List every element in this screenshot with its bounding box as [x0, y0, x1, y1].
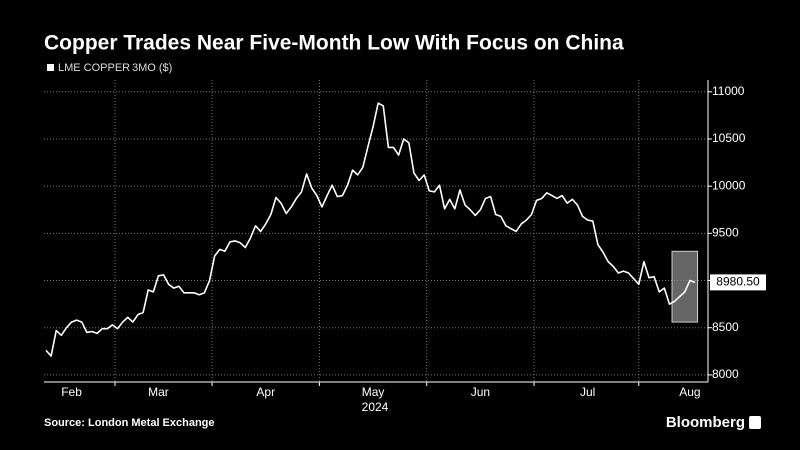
- y-tick-label: 10500: [712, 131, 746, 145]
- x-tick-label: Mar: [148, 385, 169, 399]
- unit-label: 3MO ($): [132, 62, 172, 74]
- brand: Bloomberg: [666, 414, 745, 431]
- last-value-label: 8980.50: [716, 275, 760, 289]
- x-tick-label: Aug: [679, 385, 700, 399]
- x-tick-label: Jun: [471, 385, 490, 399]
- chart-title: Copper Trades Near Five-Month Low With F…: [44, 32, 624, 55]
- y-tick-label: 9500: [712, 226, 739, 240]
- y-tick-label: 8500: [712, 320, 739, 334]
- x-tick-label: Feb: [61, 385, 82, 399]
- y-tick-label: 10000: [712, 178, 746, 192]
- price-line: [45, 102, 696, 357]
- last-value-box: [710, 274, 766, 291]
- legend-label: LME COPPER: [58, 62, 130, 74]
- x-tick-label: May: [362, 385, 385, 399]
- x-tick-label: Jul: [580, 385, 595, 399]
- x-tick-label: Apr: [256, 385, 275, 399]
- highlight-box: [671, 250, 699, 323]
- brand-icon: [749, 416, 761, 429]
- year-label: 2024: [362, 400, 389, 414]
- source: Source: London Metal Exchange: [44, 417, 215, 429]
- y-tick-label: 11000: [712, 84, 745, 98]
- legend-swatch: [47, 64, 54, 71]
- y-tick-label: 8000: [712, 367, 739, 381]
